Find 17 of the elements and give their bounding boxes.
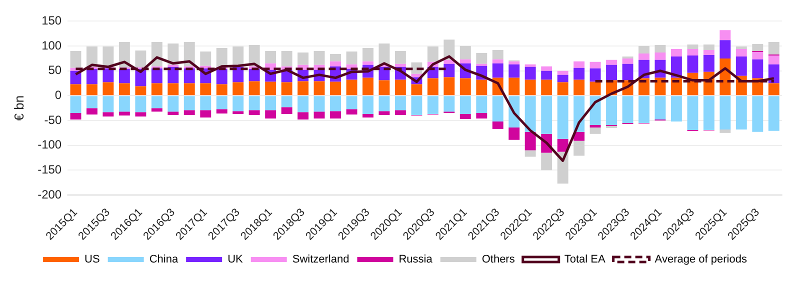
legend-label: Average of periods xyxy=(654,254,748,266)
y-tick-label: 50 xyxy=(48,63,62,78)
legend-label: Total EA xyxy=(564,254,606,266)
y-tick-label: -100 xyxy=(38,138,62,152)
y-tick-label: -50 xyxy=(44,112,62,127)
legend-label: Others xyxy=(482,254,516,266)
y-tick-label: 100 xyxy=(42,38,62,52)
legend-label: US xyxy=(84,254,100,266)
y-tick-label: -200 xyxy=(38,187,62,202)
y-tick-label: 0 xyxy=(54,88,62,102)
y-tick-label: -150 xyxy=(38,162,62,176)
y-axis-title: € bn xyxy=(11,95,26,121)
legend-label: Russia xyxy=(398,254,434,266)
legend-label: UK xyxy=(228,254,244,266)
legend-label: China xyxy=(149,254,179,266)
y-tick-label: 150 xyxy=(42,14,62,28)
legend-label: Switzerland xyxy=(292,254,350,266)
